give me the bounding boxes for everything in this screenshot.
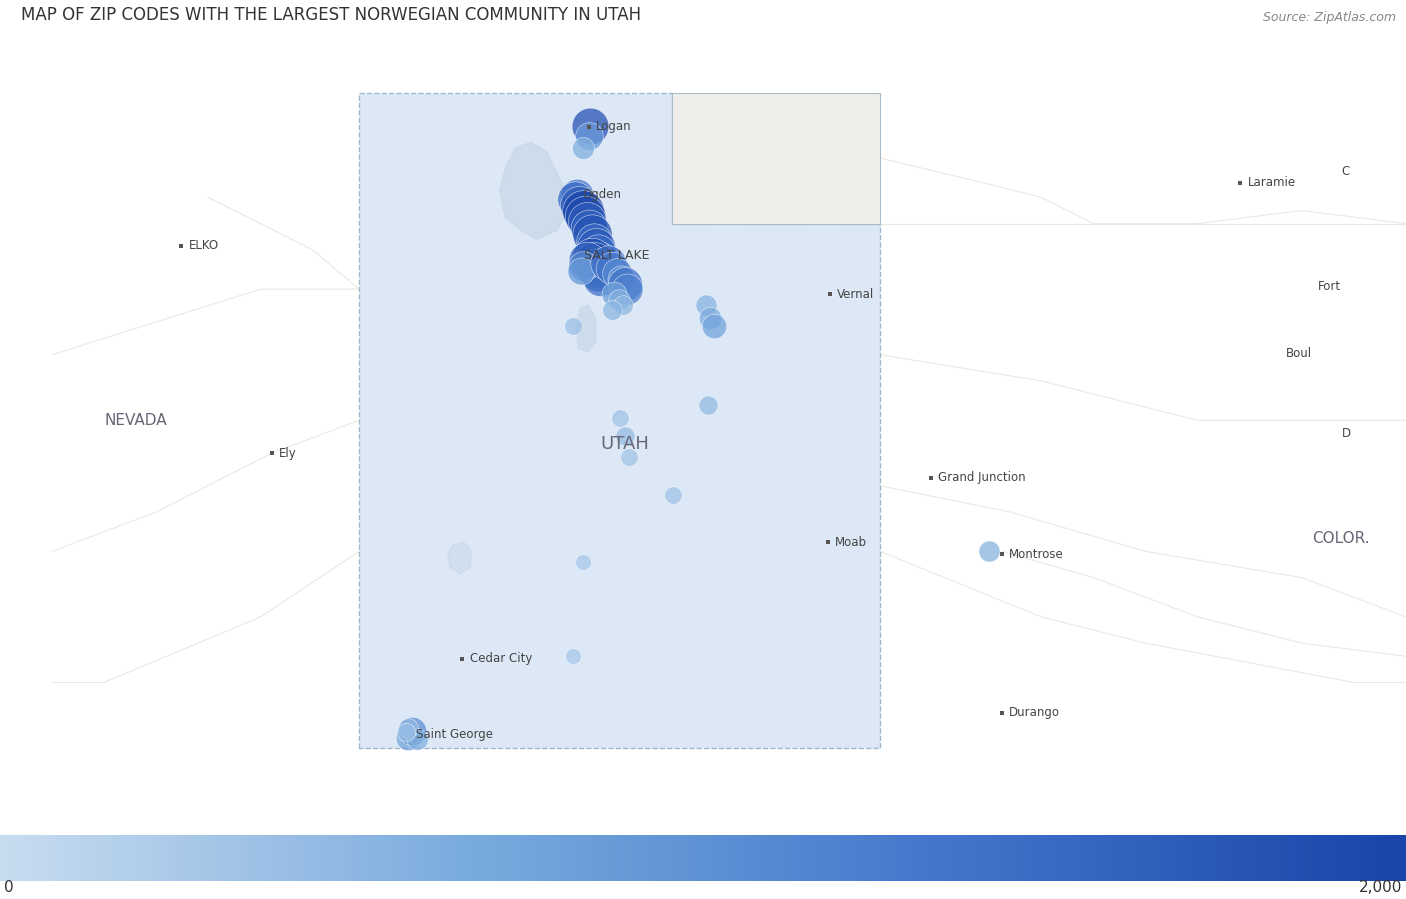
Text: NEVADA: NEVADA xyxy=(104,413,167,428)
Point xyxy=(582,255,605,270)
Point xyxy=(598,271,620,286)
Text: Logan: Logan xyxy=(596,120,631,133)
Point xyxy=(613,277,636,291)
Text: Vernal: Vernal xyxy=(838,288,875,301)
Point xyxy=(602,261,624,275)
Point xyxy=(396,721,419,735)
Text: D: D xyxy=(1341,427,1351,440)
Point xyxy=(565,188,588,202)
Point xyxy=(568,198,591,212)
Point xyxy=(697,397,720,412)
Point xyxy=(591,255,613,270)
Point xyxy=(606,266,628,280)
Point xyxy=(979,544,1001,558)
Point xyxy=(586,245,609,260)
Point xyxy=(613,429,636,443)
Text: Source: ZipAtlas.com: Source: ZipAtlas.com xyxy=(1263,12,1396,24)
Text: Cedar City: Cedar City xyxy=(470,653,531,665)
Text: 0: 0 xyxy=(4,880,14,895)
Text: Grand Junction: Grand Junction xyxy=(938,471,1026,485)
Polygon shape xyxy=(576,305,596,352)
Point xyxy=(595,266,617,280)
Point xyxy=(572,258,595,272)
Point xyxy=(572,203,595,218)
Point xyxy=(593,261,616,275)
Text: ELKO: ELKO xyxy=(188,239,219,253)
Text: 2,000: 2,000 xyxy=(1358,880,1402,895)
Point xyxy=(572,140,595,155)
Point xyxy=(581,227,603,241)
Point xyxy=(586,266,609,280)
Text: Ogden: Ogden xyxy=(582,188,621,201)
Point xyxy=(602,282,624,297)
Point xyxy=(401,724,423,738)
Point xyxy=(579,119,602,133)
Point xyxy=(589,251,612,265)
Point xyxy=(602,303,624,317)
Point xyxy=(576,254,599,268)
Point xyxy=(703,319,725,334)
Text: Moab: Moab xyxy=(835,536,868,548)
Point xyxy=(609,411,631,425)
Bar xyxy=(672,93,880,224)
Point xyxy=(582,234,605,248)
Point xyxy=(585,240,607,254)
Point xyxy=(576,214,599,228)
Polygon shape xyxy=(449,542,471,574)
Polygon shape xyxy=(501,142,568,239)
Point xyxy=(616,282,638,297)
Point xyxy=(395,725,418,740)
Text: SALT LAKE: SALT LAKE xyxy=(585,249,650,262)
Point xyxy=(699,311,721,325)
Text: Laramie: Laramie xyxy=(1247,176,1296,190)
Point xyxy=(405,732,427,746)
Text: Boul: Boul xyxy=(1286,347,1312,360)
Point xyxy=(561,649,583,663)
Point xyxy=(574,209,596,223)
Point xyxy=(609,271,631,286)
Point xyxy=(578,129,600,143)
Text: Ely: Ely xyxy=(280,447,297,459)
Point xyxy=(569,263,592,278)
Text: COLOR.: COLOR. xyxy=(1312,530,1369,546)
Point xyxy=(617,450,640,464)
Point xyxy=(585,261,607,275)
Text: MAP OF ZIP CODES WITH THE LARGEST NORWEGIAN COMMUNITY IN UTAH: MAP OF ZIP CODES WITH THE LARGEST NORWEG… xyxy=(21,6,641,24)
Text: Durango: Durango xyxy=(1010,706,1060,719)
Point xyxy=(581,251,603,265)
Point xyxy=(603,288,626,302)
Text: Fort: Fort xyxy=(1317,280,1340,293)
Text: C: C xyxy=(1341,165,1350,178)
Text: Saint George: Saint George xyxy=(416,728,492,742)
Point xyxy=(599,277,621,291)
Point xyxy=(572,555,595,569)
Point xyxy=(612,298,634,312)
Point xyxy=(396,730,419,744)
Point xyxy=(589,271,612,286)
Point xyxy=(607,292,630,307)
Point xyxy=(598,255,620,270)
Point xyxy=(561,319,583,334)
Point xyxy=(564,192,586,207)
Point xyxy=(695,298,717,312)
Point xyxy=(578,220,600,235)
Polygon shape xyxy=(360,93,880,748)
Point xyxy=(662,488,685,503)
Text: Montrose: Montrose xyxy=(1010,547,1064,560)
Text: UTAH: UTAH xyxy=(600,435,650,453)
